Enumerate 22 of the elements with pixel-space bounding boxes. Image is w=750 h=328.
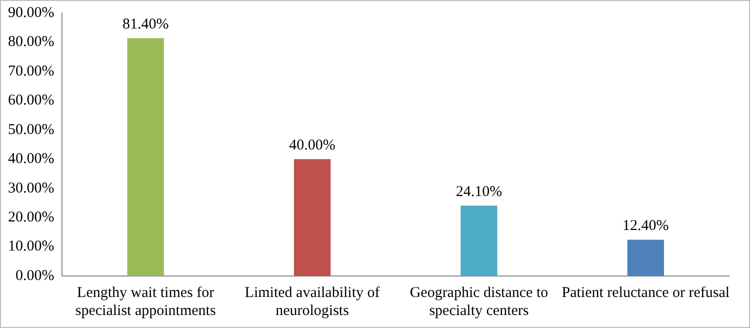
x-tick-label: Limited availability of neurologists bbox=[244, 284, 380, 319]
y-tick-label: 10.00% bbox=[8, 238, 54, 255]
y-tick-label: 70.00% bbox=[8, 63, 54, 80]
data-label: 40.00% bbox=[289, 138, 336, 154]
x-tick-label: Lengthy wait times for specialist appointments bbox=[75, 284, 216, 319]
y-tick-label: 50.00% bbox=[8, 122, 54, 138]
data-label: 81.40% bbox=[122, 16, 169, 33]
bar bbox=[460, 206, 498, 276]
data-label: 12.40% bbox=[622, 218, 669, 234]
y-tick-label: 90.00% bbox=[8, 4, 54, 21]
bar bbox=[627, 240, 664, 276]
y-tick-label: 80.00% bbox=[8, 34, 54, 50]
y-tick-label: 60.00% bbox=[8, 92, 54, 109]
x-tick-label: Patient reluctance or refusal bbox=[562, 284, 730, 301]
bar bbox=[294, 159, 331, 276]
y-tick-label: 40.00% bbox=[8, 151, 54, 168]
y-tick-label: 30.00% bbox=[8, 180, 54, 196]
y-tick-label: 20.00% bbox=[8, 209, 54, 226]
bar bbox=[127, 38, 164, 276]
data-label: 24.10% bbox=[456, 184, 502, 200]
y-tick-label: 0.00% bbox=[15, 268, 54, 284]
x-tick-label: Geographic distance to specialty centers bbox=[410, 284, 548, 319]
